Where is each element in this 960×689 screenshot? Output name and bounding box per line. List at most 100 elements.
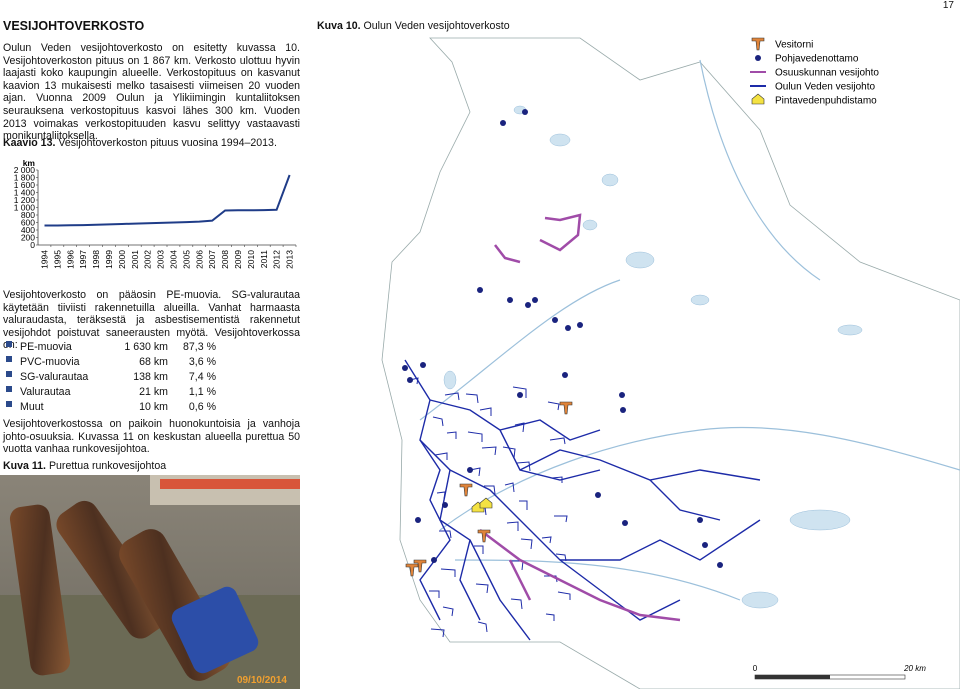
water-main bbox=[474, 545, 484, 554]
x-tick-label: 2012 bbox=[272, 250, 282, 269]
water-main bbox=[442, 606, 454, 617]
caption-label: Kaavio 13. bbox=[3, 137, 56, 149]
water-intake bbox=[532, 297, 538, 303]
water-main bbox=[484, 485, 496, 495]
water-intake bbox=[562, 372, 568, 378]
water-main bbox=[560, 519, 761, 561]
water-main bbox=[469, 539, 531, 641]
x-tick-label: 2004 bbox=[168, 250, 178, 269]
y-axis-label: km bbox=[23, 158, 36, 168]
water-main bbox=[512, 386, 527, 398]
material-share: 1,1 % bbox=[188, 386, 216, 398]
y-tick-label: 1 800 bbox=[14, 173, 36, 183]
chart-caption: Kaavio 13. Vesijohtoverkoston pituus vuo… bbox=[3, 137, 277, 150]
water-intake bbox=[525, 302, 531, 308]
water-intake bbox=[620, 407, 626, 413]
lake bbox=[582, 219, 598, 231]
material-length: 10 km bbox=[139, 401, 168, 413]
map-caption: Kuva 10. Oulun Veden vesijohtoverkosto bbox=[317, 20, 510, 33]
lake bbox=[601, 173, 619, 187]
lake bbox=[789, 509, 851, 531]
water-main bbox=[504, 482, 515, 493]
materials-paragraph: Vesijohtoverkosto on pääosin PE-muovia. … bbox=[3, 289, 300, 351]
material-length: 138 km bbox=[133, 371, 168, 383]
legend-label: Pintavedenpuhdistamo bbox=[775, 96, 877, 107]
material-name: PE-muovia bbox=[20, 341, 72, 353]
legend-label: Vesitorni bbox=[775, 40, 813, 51]
scale-bar bbox=[755, 675, 830, 679]
material-length: 68 km bbox=[139, 356, 168, 368]
bullet bbox=[6, 341, 12, 347]
cooperative-main bbox=[479, 529, 681, 622]
material-row: PE-muovia 1 630 km 87,3 % bbox=[6, 341, 226, 355]
page-number: 17 bbox=[942, 0, 954, 11]
water-main bbox=[439, 530, 452, 539]
x-tick-label: 2005 bbox=[181, 250, 191, 269]
water-main bbox=[519, 449, 761, 481]
material-row: PVC-muovia 68 km 3,6 % bbox=[6, 356, 226, 370]
water-main bbox=[551, 476, 563, 483]
y-tick-label: 200 bbox=[21, 233, 35, 243]
lake bbox=[443, 370, 457, 390]
section-title: VESIJOHTOVERKOSTO bbox=[3, 19, 145, 33]
water-intake bbox=[402, 365, 408, 371]
photo-caption: Kuva 11. Purettua runkovesijohtoa bbox=[3, 460, 166, 473]
river bbox=[419, 279, 621, 421]
photo-barrier bbox=[160, 479, 300, 489]
river bbox=[454, 559, 741, 601]
y-tick-label: 0 bbox=[30, 240, 35, 250]
lake bbox=[513, 105, 527, 115]
cooperative-main bbox=[494, 244, 521, 264]
caption-text: Oulun Veden vesijohtoverkosto bbox=[363, 20, 510, 32]
water-main bbox=[516, 461, 531, 472]
water-main bbox=[514, 422, 525, 433]
map-region bbox=[381, 37, 960, 689]
water-main bbox=[404, 359, 481, 621]
condition-paragraph: Vesijohtoverkostossa on paikoin huonokun… bbox=[3, 418, 300, 456]
water-main bbox=[549, 437, 566, 445]
x-tick-label: 1996 bbox=[65, 250, 75, 269]
river bbox=[439, 426, 960, 531]
material-row: Muut 10 km 0,6 % bbox=[6, 401, 226, 415]
water-main bbox=[519, 500, 528, 510]
bullet bbox=[6, 401, 12, 407]
water-tower bbox=[459, 483, 473, 497]
x-tick-label: 2009 bbox=[233, 250, 243, 269]
water-main bbox=[520, 538, 533, 550]
water-main bbox=[434, 452, 448, 460]
water-main bbox=[649, 479, 721, 521]
scale-label: 0 bbox=[753, 664, 758, 673]
treatment-plant bbox=[471, 501, 485, 513]
water-tower bbox=[477, 529, 491, 543]
material-share: 87,3 % bbox=[183, 341, 216, 353]
x-tick-label: 1999 bbox=[104, 250, 114, 269]
water-intake bbox=[577, 322, 583, 328]
y-tick-label: 600 bbox=[21, 218, 35, 228]
water-intake bbox=[619, 392, 625, 398]
x-tick-label: 1994 bbox=[39, 250, 49, 269]
x-tick-label: 2002 bbox=[143, 250, 153, 269]
x-tick-label: 2013 bbox=[285, 250, 295, 269]
legend-symbol bbox=[755, 55, 761, 61]
cooperative-main bbox=[508, 559, 532, 601]
y-tick-label: 400 bbox=[21, 225, 35, 235]
water-intake bbox=[407, 377, 413, 383]
water-intake bbox=[622, 520, 628, 526]
x-tick-label: 2001 bbox=[130, 250, 140, 269]
y-tick-label: 1 000 bbox=[14, 203, 36, 213]
river bbox=[699, 59, 821, 281]
photo: 09/10/2014 bbox=[0, 475, 300, 689]
x-tick-label: 1997 bbox=[78, 250, 88, 269]
water-intake bbox=[595, 492, 601, 498]
water-intake bbox=[420, 362, 426, 368]
water-main bbox=[444, 392, 460, 401]
water-intake bbox=[717, 562, 723, 568]
water-main bbox=[419, 439, 451, 621]
water-main bbox=[481, 446, 497, 456]
water-tower bbox=[413, 559, 427, 573]
x-tick-label: 2010 bbox=[246, 250, 256, 269]
water-main bbox=[557, 591, 571, 600]
material-name: Valurautaa bbox=[20, 386, 71, 398]
water-intake bbox=[507, 297, 513, 303]
